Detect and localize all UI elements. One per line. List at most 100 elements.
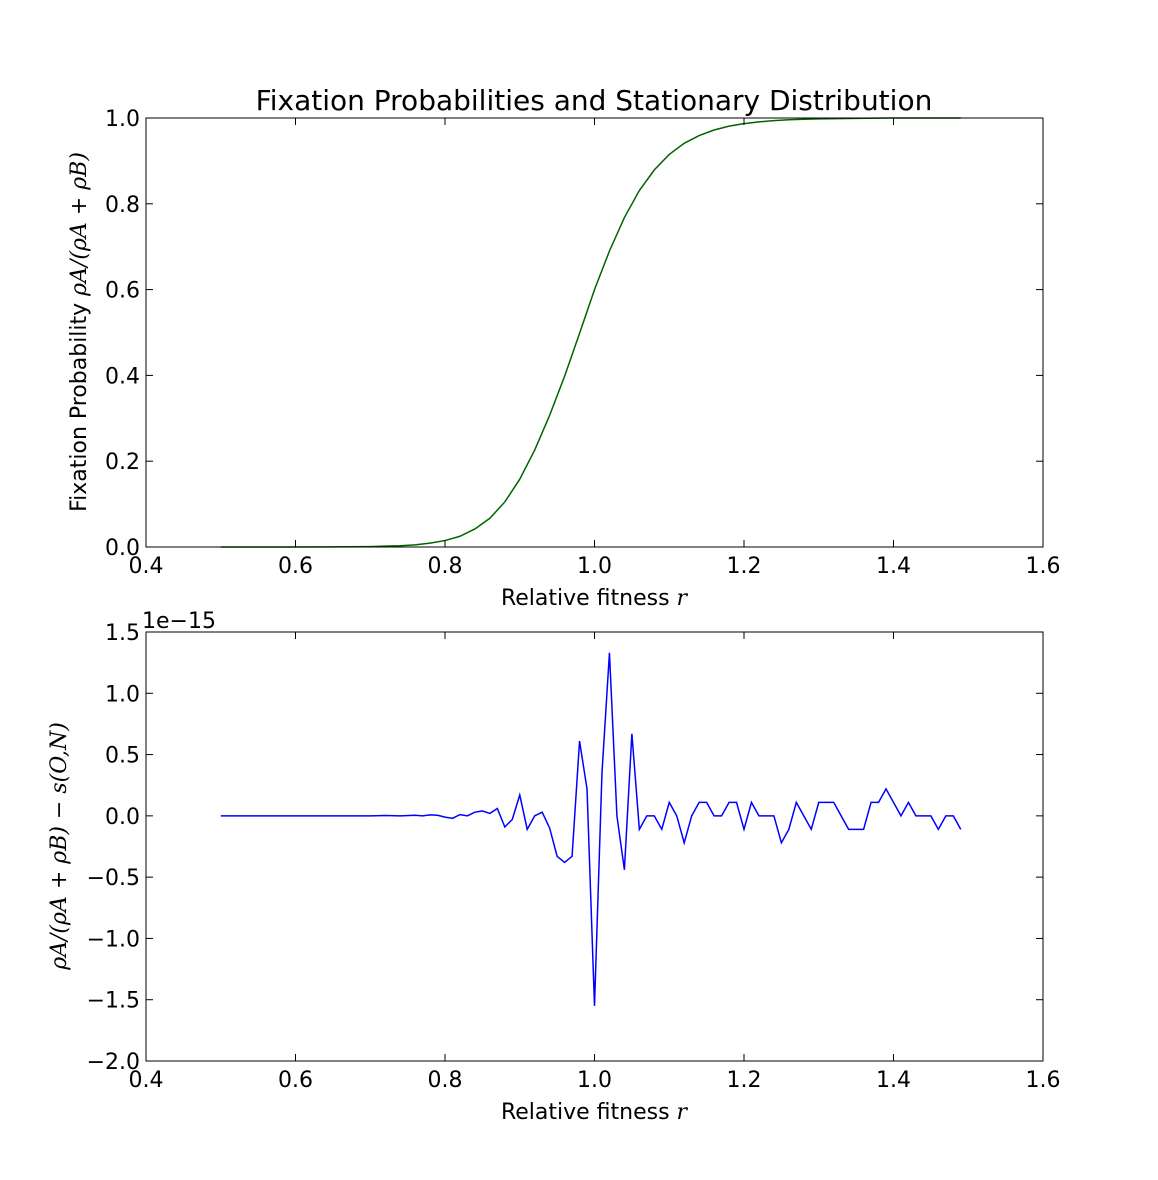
top-data-point (579, 333, 581, 335)
top-y-tick-label: 0.6 (105, 279, 140, 304)
bottom-data-point (938, 829, 940, 831)
bottom-data-point (646, 815, 648, 817)
bottom-data-point (414, 814, 416, 816)
bottom-data-point (878, 802, 880, 804)
bottom-data-point (698, 802, 700, 804)
bottom-data-point (758, 815, 760, 817)
bottom-data-point (833, 802, 835, 804)
bottom-data-point (885, 788, 887, 790)
bottom-ticks-layer: 0.4 0.6 0.8 1.0 1.2 1.4 1.6 −2.0 −1.5 −1.0 −0.5 0.0… (87, 621, 1061, 1093)
bottom-series-layer (220, 652, 962, 1007)
top-data-point (504, 501, 506, 503)
bottom-data-point (497, 808, 499, 810)
bottom-data-point (459, 814, 461, 816)
top-data-point (698, 135, 700, 137)
bottom-data-point (736, 802, 738, 804)
top-y-tick-label: 0.2 (105, 450, 140, 475)
bottom-data-point (728, 802, 730, 804)
bottom-data-point (526, 829, 528, 831)
bottom-data-point (384, 815, 386, 817)
top-data-point (624, 217, 626, 219)
top-plot-frame (145, 117, 1044, 548)
bottom-y-tick-label: 0.0 (105, 805, 140, 830)
top-data-point (683, 143, 685, 145)
bottom-data-point (668, 802, 670, 804)
top-x-tick-label: 1.6 (1026, 554, 1061, 579)
bottom-data-point (556, 856, 558, 858)
bottom-data-point (654, 815, 656, 817)
bottom-y-offset-text: 1e−15 (142, 609, 216, 634)
bottom-data-point (504, 826, 506, 828)
bottom-data-point (953, 815, 955, 817)
bottom-chart: 0.4 0.6 0.8 1.0 1.2 1.4 1.6 −2.0 −1.5 −1.0 −0.5 0.0… (47, 609, 1061, 1125)
bottom-data-point (683, 842, 685, 844)
top-data-point (474, 528, 476, 530)
bottom-data-point (549, 827, 551, 829)
bottom-x-tick-label: 1.0 (577, 1068, 612, 1093)
bottom-data-point (616, 815, 618, 817)
top-data-point (534, 449, 536, 451)
top-x-tick-label: 0.4 (129, 554, 164, 579)
bottom-data-point (930, 815, 932, 817)
top-data-point (414, 544, 416, 546)
bottom-data-point (541, 811, 543, 813)
bottom-data-point (773, 815, 775, 817)
bottom-data-point (706, 802, 708, 804)
bottom-data-point (751, 802, 753, 804)
top-data-point (459, 535, 461, 537)
top-chart: Fixation Probabilities and Stationary Di… (67, 84, 1061, 611)
bottom-x-tick-label: 0.4 (129, 1068, 164, 1093)
bottom-data-point (840, 815, 842, 817)
bottom-data-point (257, 815, 259, 817)
top-data-point (564, 375, 566, 377)
bottom-data-point (579, 740, 581, 742)
top-y-tick-label: 0.0 (105, 536, 140, 561)
bottom-data-point (960, 829, 962, 831)
bottom-data-point (429, 814, 431, 816)
top-x-tick-label: 1.0 (577, 554, 612, 579)
bottom-data-point (691, 815, 693, 817)
top-data-point (609, 250, 611, 252)
bottom-x-tick-label: 1.2 (727, 1068, 762, 1093)
bottom-data-point (818, 802, 820, 804)
chart-title: Fixation Probabilities and Stationary Di… (256, 84, 933, 117)
bottom-y-tick-label: −0.5 (87, 866, 140, 891)
top-series-line-0 (220, 117, 961, 548)
bottom-data-point (721, 815, 723, 817)
top-data-point (668, 154, 670, 156)
bottom-data-point (713, 815, 715, 817)
bottom-data-point (571, 856, 573, 858)
top-data-point (489, 517, 491, 519)
bottom-data-point (766, 815, 768, 817)
bottom-data-point (444, 816, 446, 818)
top-data-point (713, 129, 715, 131)
bottom-data-point (586, 788, 588, 790)
bottom-y-tick-label: 1.0 (105, 682, 140, 707)
top-data-point (429, 542, 431, 544)
bottom-data-point (519, 794, 521, 796)
bottom-data-point (908, 802, 910, 804)
bottom-data-point (399, 815, 401, 817)
bottom-y-tick-label: −2.0 (87, 1050, 140, 1075)
bottom-data-point (594, 1005, 596, 1007)
bottom-data-point (825, 802, 827, 804)
bottom-data-point (923, 815, 925, 817)
top-ticks-layer: 0.4 0.6 0.8 1.0 1.2 1.4 1.6 0.0 0.2 0.4 0.6 0.8 1.0 (105, 107, 1061, 579)
bottom-data-point (295, 815, 297, 817)
bottom-data-point (609, 652, 611, 654)
top-data-point (758, 121, 760, 123)
top-x-tick-label: 1.4 (876, 554, 911, 579)
bottom-y-tick-label: 1.5 (105, 621, 140, 646)
bottom-data-point (631, 733, 633, 735)
top-data-point (399, 545, 401, 547)
bottom-data-point (900, 815, 902, 817)
bottom-data-point (452, 818, 454, 820)
top-data-point (549, 415, 551, 417)
bottom-data-point (534, 815, 536, 817)
top-data-point (519, 478, 521, 480)
bottom-data-point (863, 829, 865, 831)
bottom-data-point (855, 829, 857, 831)
bottom-data-point (422, 815, 424, 817)
bottom-y-tick-label: −1.0 (87, 927, 140, 952)
